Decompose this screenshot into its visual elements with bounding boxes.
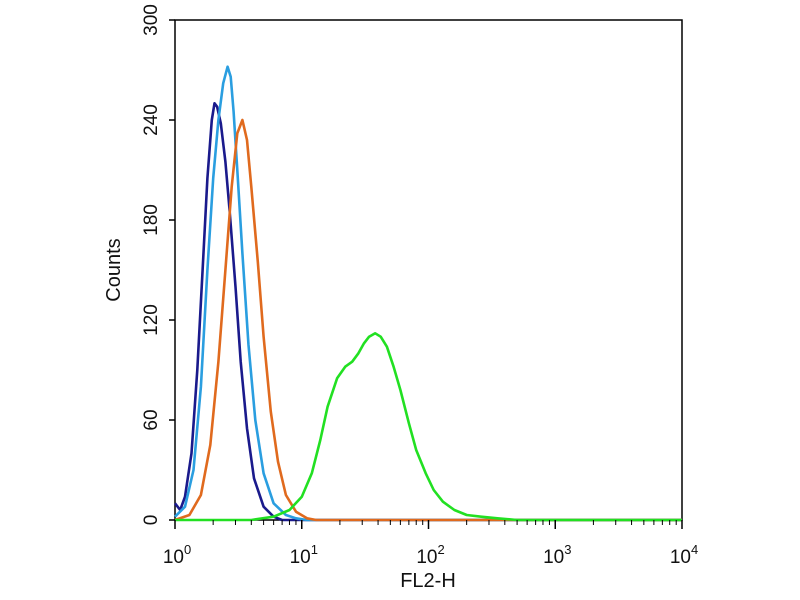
x-axis-title: FL2-H — [400, 570, 456, 592]
y-tick-label: 240 — [141, 104, 162, 136]
plot-frame — [174, 19, 683, 521]
y-tick-label: 300 — [141, 4, 162, 36]
y-tick-label: 60 — [141, 409, 162, 430]
x-axis-ticks: 100 101 102 103 104 — [163, 520, 698, 568]
x-tick-label: 100 — [163, 542, 191, 568]
x-tick-label: 103 — [543, 542, 571, 568]
y-tick-label: 120 — [141, 304, 162, 336]
x-tick-label: 104 — [670, 542, 698, 568]
x-tick-label: 101 — [290, 542, 318, 568]
series-line — [175, 332, 682, 522]
y-tick-label: 0 — [141, 515, 162, 526]
series-line — [174, 65, 682, 522]
x-tick-label: 102 — [416, 542, 444, 568]
series-line — [174, 118, 682, 522]
series-line — [173, 102, 682, 522]
histogram-curves — [173, 65, 682, 522]
y-axis-ticks: 0 60 120 180 240 300 — [141, 4, 175, 525]
y-tick-label: 180 — [141, 204, 162, 236]
y-axis-title: Counts — [103, 238, 125, 301]
